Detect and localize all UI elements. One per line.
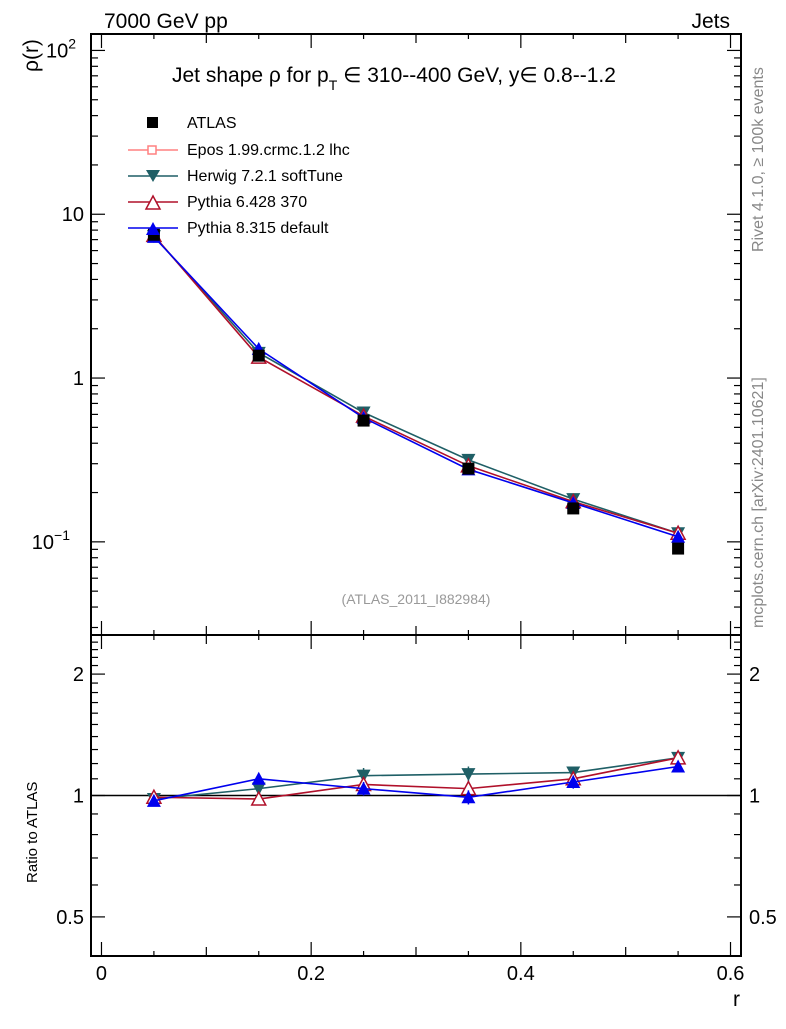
legend-marker-pythia6: [128, 194, 178, 210]
x-tick-label: 0.2: [297, 963, 325, 985]
y-tick-label: 10−1: [32, 527, 70, 554]
mcplots-label: mcplots.cern.ch [arXiv:2401.10621]: [750, 377, 767, 628]
ratio-point-pythia3: [671, 759, 686, 773]
y-axis-label: ρ(r): [20, 39, 43, 72]
ratio-tick-label-right: 2: [749, 664, 760, 686]
ratio-point-pythia3: [566, 775, 581, 789]
legend-marker-atlas: [147, 117, 158, 128]
legend-label-atlas: ATLAS: [187, 115, 237, 132]
ratio-point-pythia3: [461, 790, 476, 804]
series-line-pythia2: [153, 234, 679, 535]
ratio-point-pythia3: [356, 781, 371, 795]
legend-label-epos: Epos 1.99.crmc.1.2 lhc: [187, 142, 350, 159]
ratio-tick-label-left: 0.5: [56, 907, 84, 929]
legend-label-pythia8: Pythia 8.315 default: [187, 220, 329, 237]
atlas-data-point: [462, 462, 475, 475]
ratio-line-pythia2: [153, 757, 679, 800]
series-line-pythia3: [153, 236, 679, 538]
ratio-tick-label-right: 1: [749, 786, 760, 808]
header-left: 7000 GeV pp: [104, 10, 228, 33]
legend-marker-epos: [128, 145, 178, 155]
legend-marker-pythia8: [128, 222, 178, 235]
ratio-point-pythia2: [250, 790, 267, 806]
series-point-pythia3: [671, 529, 686, 543]
legend-label-herwig: Herwig 7.2.1 softTune: [187, 168, 343, 185]
x-tick-label: 0: [96, 963, 107, 985]
legend-label-pythia6: Pythia 6.428 370: [187, 194, 307, 211]
y-tick-label: 1: [73, 368, 84, 390]
ratio-point-pythia3: [146, 793, 161, 807]
ratio-point-herwig1: [461, 768, 476, 782]
atlas-data-point: [672, 542, 685, 555]
atlas-data-point: [252, 349, 265, 362]
atlas-data-point: [567, 502, 580, 515]
x-tick-label: 0.6: [717, 963, 745, 985]
ratio-point-herwig1: [251, 782, 266, 796]
series-line-herwig1: [153, 235, 679, 535]
y-tick-label: 10: [62, 204, 84, 226]
legend: ATLAS Epos 1.99.crmc.1.2 lhc Herwig 7.2.…: [128, 115, 350, 237]
x-axis-label: r: [733, 988, 740, 1011]
chart-title: Jet shape ρ for pT ∈ 310--400 GeV, y∈ 0.…: [172, 64, 616, 93]
ratio-y-axis-label: Ratio to ATLAS: [24, 782, 41, 883]
ratio-tick-label-left: 1: [73, 786, 84, 808]
ratio-line-herwig1: [153, 757, 679, 800]
legend-marker-herwig: [128, 170, 178, 182]
x-tick-label: 0.4: [507, 963, 535, 985]
y-tick-label: 102: [46, 35, 76, 62]
ratio-tick-label-left: 2: [73, 664, 84, 686]
ratio-line-pythia3: [153, 765, 679, 802]
header-right: Jets: [691, 10, 730, 33]
reference-label: (ATLAS_2011_I882984): [342, 591, 491, 607]
rivet-label: Rivet 4.1.0, ≥ 100k events: [750, 67, 767, 252]
ratio-point-pythia3: [251, 771, 266, 785]
ratio-tick-label-right: 0.5: [749, 907, 777, 929]
atlas-data-point: [357, 414, 370, 427]
